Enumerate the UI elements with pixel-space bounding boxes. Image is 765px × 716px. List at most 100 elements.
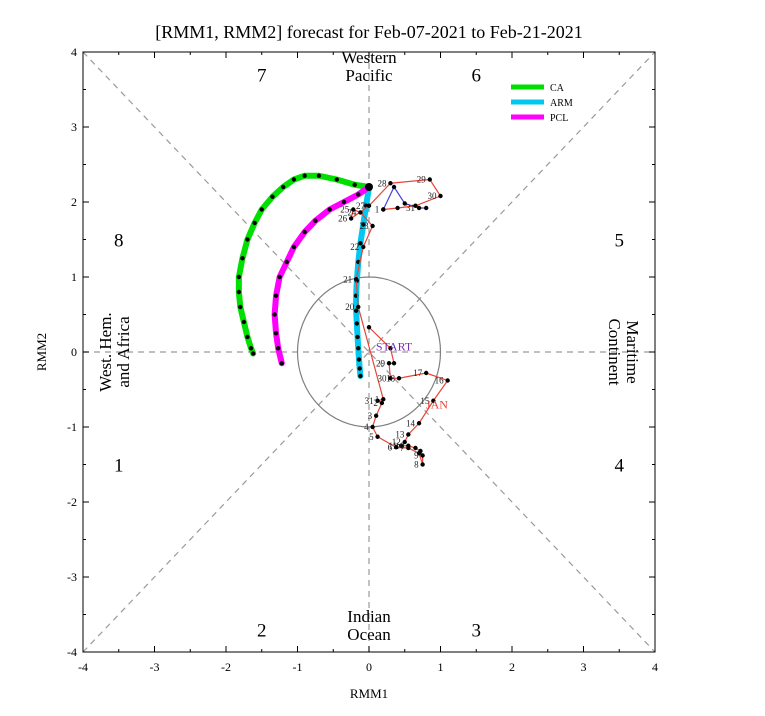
series-point-pcl [275, 346, 281, 351]
series-point-ca [352, 182, 357, 187]
observed-point [381, 207, 386, 212]
day-label: 29 [376, 358, 386, 368]
series-point-pcl [302, 229, 307, 235]
series-point-arm [361, 222, 366, 227]
observed-point [416, 421, 422, 426]
observed-point [427, 177, 432, 182]
observed-point [445, 378, 450, 383]
series-point-ca [245, 237, 250, 242]
phase-label-7: 7 [257, 66, 267, 87]
series-point-ca [334, 177, 340, 182]
series-point-pcl [279, 361, 284, 366]
series-point-ca [316, 173, 322, 178]
observed-point [379, 400, 385, 406]
day-label: 21 [343, 274, 352, 284]
series-point-pcl [272, 312, 277, 317]
series-point-ca [245, 334, 250, 340]
phase-label-2: 2 [257, 621, 267, 642]
y-tick-label: 2 [71, 195, 77, 209]
y-tick-label: 0 [71, 345, 77, 359]
x-tick-label: -4 [78, 660, 88, 674]
y-tick-label: 3 [71, 120, 77, 134]
day-label: 1 [375, 394, 380, 404]
series-point-ca [240, 256, 245, 261]
observed-point [375, 434, 380, 439]
observed-point [420, 462, 425, 467]
day-label: 6 [388, 442, 393, 452]
series-point-pcl [341, 199, 347, 205]
observed-point [361, 244, 366, 250]
series-line-pcl [271, 184, 372, 367]
legend-label-pcl: PCL [550, 113, 568, 124]
jan-label: JAN [426, 397, 448, 411]
observed-point [393, 445, 399, 450]
observed-point [353, 277, 359, 282]
legend-label-arm: ARM [550, 98, 573, 109]
day-label: 31 [365, 396, 374, 406]
day-label: 17 [413, 368, 423, 378]
observed-point [356, 304, 361, 310]
day-label: 9 [414, 451, 419, 461]
day-label: 23 [360, 221, 370, 231]
observed-point [406, 432, 411, 437]
observed-point [391, 361, 397, 366]
series-point-ca [236, 289, 242, 295]
series-point-pcl [327, 207, 332, 212]
y-axis-title: RMM2 [34, 333, 49, 371]
day-label: 2 [373, 398, 378, 408]
y-tick-label: -2 [67, 495, 77, 509]
day-label: 29 [417, 175, 427, 185]
day-label: 14 [406, 418, 416, 428]
chart-title: [RMM1, RMM2] forecast for Feb-07-2021 to… [155, 22, 582, 42]
observed-point [402, 439, 407, 445]
x-tick-label: -3 [150, 660, 160, 674]
series-point-ca [241, 319, 247, 325]
observed-point [366, 203, 372, 208]
x-tick-label: 2 [509, 660, 515, 674]
y-tick-label: -3 [67, 570, 77, 584]
observed-point [388, 376, 393, 381]
series-point-arm [357, 366, 362, 371]
series-point-ca [302, 173, 307, 178]
series-point-pcl [273, 331, 279, 336]
phase-label-6: 6 [472, 66, 482, 87]
series-point-arm [358, 373, 363, 379]
region-label-line: Maritime [623, 320, 642, 383]
day-label: 31 [406, 203, 415, 213]
x-tick-label: 4 [652, 660, 658, 674]
series-point-ca [238, 304, 243, 310]
x-tick-label: 0 [366, 660, 372, 674]
series-point-arm [354, 321, 360, 326]
observed-point [381, 397, 386, 402]
series-point-pcl [273, 293, 279, 298]
day-label: 25 [340, 205, 350, 215]
observed-point [438, 193, 443, 199]
observed-point [424, 205, 429, 211]
x-axis-title: RMM1 [350, 686, 388, 701]
forecast-series [235, 172, 372, 379]
series-point-ca [252, 220, 257, 226]
region-label-line: West. Hem. [96, 312, 115, 391]
observed-point [358, 210, 363, 215]
day-label: 22 [350, 242, 359, 252]
phase-labels: 7 68 51 42 3 [114, 66, 625, 642]
series-point-arm [356, 346, 361, 351]
x-tick-label: -1 [293, 660, 303, 674]
observed-point [413, 445, 418, 451]
phase-guides [82, 51, 656, 653]
day-label: 5 [369, 432, 374, 442]
observed-point [406, 445, 411, 451]
observed-point [398, 443, 404, 448]
y-tick-label: -4 [67, 645, 77, 659]
series-point-ca [259, 207, 264, 212]
region-label-line: Pacific [345, 66, 393, 85]
day-label: 15 [420, 396, 430, 406]
day-label: 30 [428, 191, 438, 201]
day-label: 3 [368, 411, 373, 421]
day-label: 16 [435, 376, 445, 386]
observed-point [420, 453, 425, 458]
